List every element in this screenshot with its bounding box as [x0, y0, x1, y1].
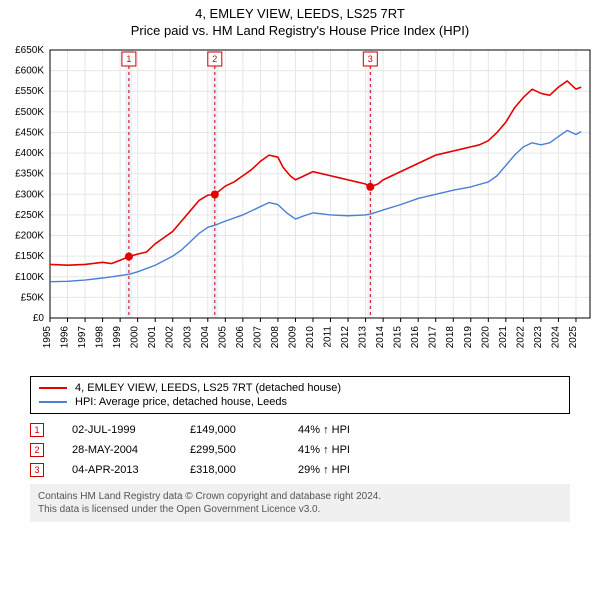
- svg-text:2003: 2003: [182, 326, 193, 349]
- svg-text:2004: 2004: [200, 326, 211, 349]
- svg-text:1996: 1996: [60, 326, 71, 349]
- legend-swatch: [39, 387, 67, 389]
- svg-text:2023: 2023: [533, 326, 544, 349]
- svg-text:£600K: £600K: [15, 66, 44, 77]
- transaction-date: 28-MAY-2004: [72, 444, 162, 456]
- chart-area: £0 £50K £100K £150K £200K £250K £300K £350K £400…: [0, 40, 600, 370]
- svg-text:2000: 2000: [130, 326, 141, 349]
- transaction-row: 1 02-JUL-1999 £149,000 44% ↑ HPI: [30, 420, 570, 440]
- svg-text:2015: 2015: [393, 326, 404, 349]
- legend: 4, EMLEY VIEW, LEEDS, LS25 7RT (detached…: [30, 376, 570, 414]
- svg-text:2005: 2005: [217, 326, 228, 349]
- svg-text:£0: £0: [33, 313, 45, 324]
- svg-text:2006: 2006: [235, 326, 246, 349]
- transaction-marker: 2: [30, 443, 44, 457]
- svg-text:2014: 2014: [375, 326, 386, 349]
- legend-row: 4, EMLEY VIEW, LEEDS, LS25 7RT (detached…: [39, 381, 561, 395]
- svg-text:£500K: £500K: [15, 107, 44, 118]
- svg-text:2: 2: [212, 54, 217, 64]
- transaction-price: £318,000: [190, 464, 270, 476]
- title-subtitle: Price paid vs. HM Land Registry's House …: [0, 23, 600, 38]
- svg-text:2025: 2025: [568, 326, 579, 349]
- svg-text:2001: 2001: [147, 326, 158, 349]
- svg-text:2020: 2020: [480, 326, 491, 349]
- svg-text:1998: 1998: [95, 326, 106, 349]
- legend-label: 4, EMLEY VIEW, LEEDS, LS25 7RT (detached…: [75, 382, 341, 394]
- svg-text:3: 3: [368, 54, 373, 64]
- svg-text:2002: 2002: [165, 326, 176, 349]
- svg-text:£50K: £50K: [21, 292, 45, 303]
- svg-text:2011: 2011: [323, 326, 334, 348]
- svg-text:1999: 1999: [112, 326, 123, 349]
- svg-text:1: 1: [126, 54, 131, 64]
- attribution-footer: Contains HM Land Registry data © Crown c…: [30, 484, 570, 522]
- svg-text:£100K: £100K: [15, 272, 44, 283]
- legend-label: HPI: Average price, detached house, Leed…: [75, 396, 287, 408]
- svg-text:£200K: £200K: [15, 231, 44, 242]
- svg-text:£150K: £150K: [15, 251, 44, 262]
- svg-text:£650K: £650K: [15, 45, 44, 56]
- svg-text:2016: 2016: [410, 326, 421, 349]
- svg-text:2024: 2024: [550, 326, 561, 349]
- transaction-delta: 29% ↑ HPI: [298, 464, 388, 476]
- svg-text:2021: 2021: [498, 326, 509, 349]
- transaction-row: 2 28-MAY-2004 £299,500 41% ↑ HPI: [30, 440, 570, 460]
- svg-text:2019: 2019: [463, 326, 474, 349]
- svg-text:1997: 1997: [77, 326, 88, 349]
- svg-text:2008: 2008: [270, 326, 281, 349]
- transaction-date: 02-JUL-1999: [72, 424, 162, 436]
- svg-text:£550K: £550K: [15, 86, 44, 97]
- svg-text:2009: 2009: [287, 326, 298, 349]
- footer-line1: Contains HM Land Registry data © Crown c…: [38, 490, 562, 503]
- svg-text:£400K: £400K: [15, 148, 44, 159]
- svg-text:2010: 2010: [305, 326, 316, 349]
- transaction-date: 04-APR-2013: [72, 464, 162, 476]
- transaction-marker: 3: [30, 463, 44, 477]
- svg-text:1995: 1995: [42, 326, 53, 349]
- transaction-table: 1 02-JUL-1999 £149,000 44% ↑ HPI 2 28-MAY-200…: [30, 420, 570, 480]
- title-address: 4, EMLEY VIEW, LEEDS, LS25 7RT: [0, 6, 600, 21]
- transaction-price: £299,500: [190, 444, 270, 456]
- svg-text:2013: 2013: [358, 326, 369, 349]
- footer-line2: This data is licensed under the Open Gov…: [38, 503, 562, 516]
- svg-text:2018: 2018: [445, 326, 456, 349]
- svg-text:£300K: £300K: [15, 189, 44, 200]
- transaction-row: 3 04-APR-2013 £318,000 29% ↑ HPI: [30, 460, 570, 480]
- svg-text:2022: 2022: [515, 326, 526, 349]
- svg-text:£350K: £350K: [15, 169, 44, 180]
- legend-row: HPI: Average price, detached house, Leed…: [39, 395, 561, 409]
- svg-text:2012: 2012: [340, 326, 351, 349]
- transaction-marker: 1: [30, 423, 44, 437]
- transaction-delta: 41% ↑ HPI: [298, 444, 388, 456]
- svg-text:£250K: £250K: [15, 210, 44, 221]
- svg-text:£450K: £450K: [15, 127, 44, 138]
- transaction-delta: 44% ↑ HPI: [298, 424, 388, 436]
- transaction-price: £149,000: [190, 424, 270, 436]
- svg-text:2017: 2017: [428, 326, 439, 349]
- price-chart: £0 £50K £100K £150K £200K £250K £300K £350K £400…: [0, 40, 600, 370]
- svg-text:2007: 2007: [252, 326, 263, 349]
- legend-swatch: [39, 401, 67, 403]
